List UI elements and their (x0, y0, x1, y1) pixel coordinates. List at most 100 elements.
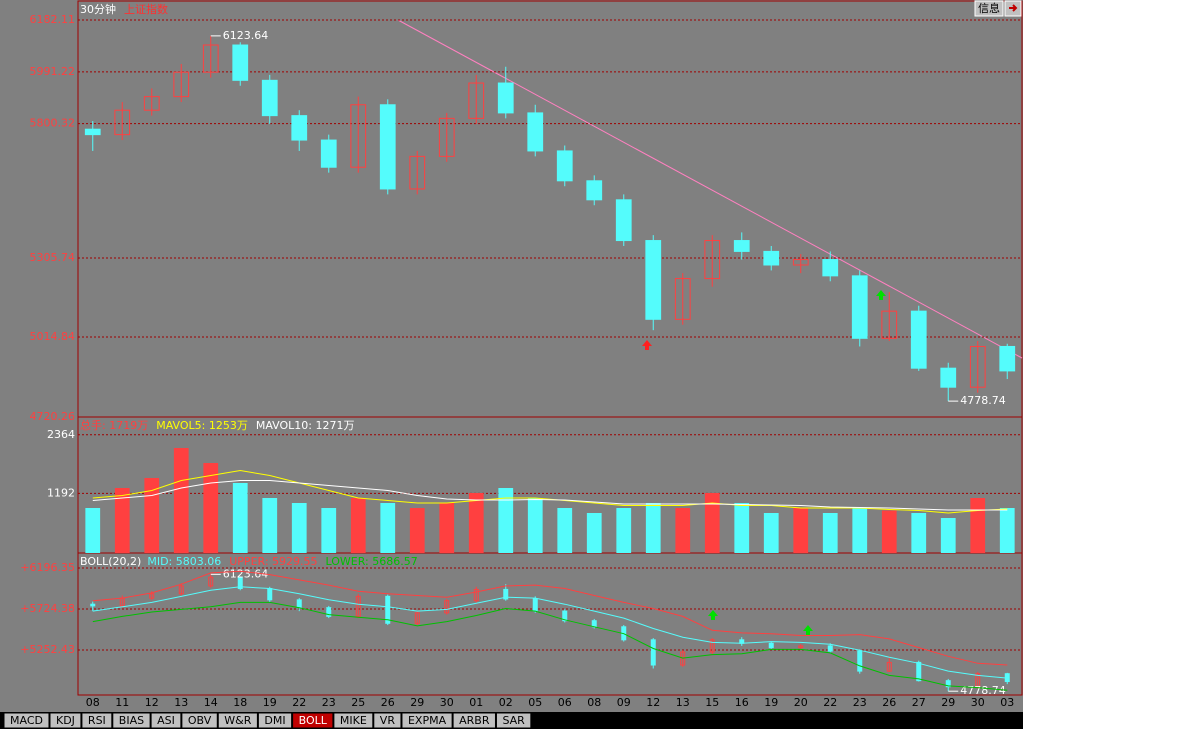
x-tick-label: 29 (941, 696, 955, 709)
indicator-tab-label[interactable]: W&R (224, 714, 251, 727)
volume-bar (940, 518, 956, 553)
info-button-label[interactable]: 信息 (978, 1, 1000, 15)
y-tick-label: +6196.35 (20, 561, 75, 574)
candle-body (674, 278, 691, 320)
candle-body (149, 593, 155, 599)
volume-bar (232, 483, 248, 553)
y-tick-label: 4720.26 (30, 410, 76, 423)
y-tick-label: +5724.38 (20, 602, 75, 615)
x-tick-label: 14 (204, 696, 218, 709)
indicator-tab-label[interactable]: MIKE (340, 714, 367, 727)
indicator-tab-label[interactable]: SAR (502, 714, 525, 727)
info-button[interactable] (974, 0, 1004, 17)
indicator-tab[interactable] (217, 712, 258, 729)
y-tick-label: 6182.11 (30, 13, 76, 26)
candle-body (556, 150, 573, 182)
indicator-tab[interactable] (112, 712, 151, 729)
indicator-tab[interactable] (333, 712, 374, 729)
x-tick-label: 13 (174, 696, 188, 709)
candle-body (851, 275, 868, 339)
indicator-tab[interactable] (401, 712, 453, 729)
indicator-tab[interactable] (495, 712, 532, 729)
exit-icon (1009, 4, 1018, 12)
indicator-tab[interactable] (49, 712, 82, 729)
signal-arrow (708, 610, 718, 620)
volume-bar (645, 503, 661, 553)
volume-ma-line (92, 480, 1008, 511)
symbol-label: 上证指数 (124, 2, 168, 16)
indicator-tab[interactable] (452, 712, 496, 729)
candle-body (261, 79, 278, 117)
candle-body (763, 250, 780, 266)
candle-body (704, 240, 721, 280)
volume-bar (852, 508, 868, 553)
legend-entry: LOWER: 5686.57 (326, 555, 418, 568)
candle-body (202, 44, 219, 73)
candle-body (473, 588, 479, 602)
candle-body (910, 310, 927, 369)
volume-bar (675, 508, 691, 553)
x-tick-label: 22 (292, 696, 306, 709)
candle-body (178, 585, 184, 595)
buy-arrow (642, 340, 652, 350)
trend-line (397, 19, 1023, 359)
indicator-tab-label[interactable]: VR (380, 714, 396, 727)
x-tick-label: 16 (735, 696, 749, 709)
signal-arrow (803, 625, 813, 635)
volume-bar (911, 513, 927, 553)
x-tick-label: 01 (469, 696, 483, 709)
candle-body (645, 240, 662, 320)
volume-bar (291, 503, 307, 553)
candle-body (438, 117, 455, 157)
legend-entry: UPPER: 5929.55 (229, 555, 317, 568)
indicator-tab[interactable] (150, 712, 182, 729)
boll-line (92, 570, 1008, 666)
indicator-tab[interactable] (3, 712, 50, 729)
candle-body (114, 109, 131, 136)
candle-body (232, 44, 249, 81)
volume-bar (586, 513, 602, 553)
candle-body (999, 345, 1016, 372)
indicator-tab-label[interactable]: OBV (188, 714, 212, 727)
indicator-tab[interactable] (81, 712, 113, 729)
indicator-tab-label[interactable]: EXPMA (408, 714, 447, 727)
background (0, 0, 1023, 712)
volume-bar (173, 448, 189, 553)
indicator-tab-label[interactable]: ARBR (459, 714, 490, 727)
indicator-tab-label[interactable]: MACD (10, 714, 43, 727)
indicator-tab[interactable] (257, 712, 293, 729)
candle-body (562, 610, 568, 622)
candle-body (173, 71, 190, 98)
x-tick-label: 23 (322, 696, 336, 709)
volume-bar (734, 503, 750, 553)
x-tick-label: 19 (263, 696, 277, 709)
extreme-label: 4778.74 (960, 684, 1006, 697)
candle-body (798, 645, 804, 649)
candle-body (468, 82, 485, 119)
volume-bar (498, 488, 514, 553)
x-tick-label: 29 (410, 696, 424, 709)
indicator-tab-label[interactable]: BOLL (299, 714, 328, 727)
indicator-tab[interactable] (181, 712, 218, 729)
x-tick-label: 19 (764, 696, 778, 709)
x-tick-label: 30 (440, 696, 454, 709)
indicator-tab-label[interactable]: DMI (264, 714, 285, 727)
candle-body (414, 612, 420, 624)
indicator-tab[interactable] (373, 712, 402, 729)
candle-body (90, 603, 96, 607)
candle-body (385, 595, 391, 624)
indicator-tab-label[interactable]: ASI (157, 714, 175, 727)
indicator-tab-label[interactable]: BIAS (119, 714, 144, 727)
candle-body (969, 345, 986, 388)
volume-bar (85, 508, 101, 553)
candle-body (680, 651, 686, 666)
indicator-tab[interactable] (292, 712, 334, 729)
volume-bar (262, 498, 278, 553)
indicator-title: BOLL(20,2) (80, 555, 141, 568)
indicator-tab-label[interactable]: KDJ (56, 714, 75, 727)
indicator-tab-label[interactable]: RSI (88, 714, 106, 727)
volume-bar (763, 513, 779, 553)
volume-bar (350, 498, 366, 553)
